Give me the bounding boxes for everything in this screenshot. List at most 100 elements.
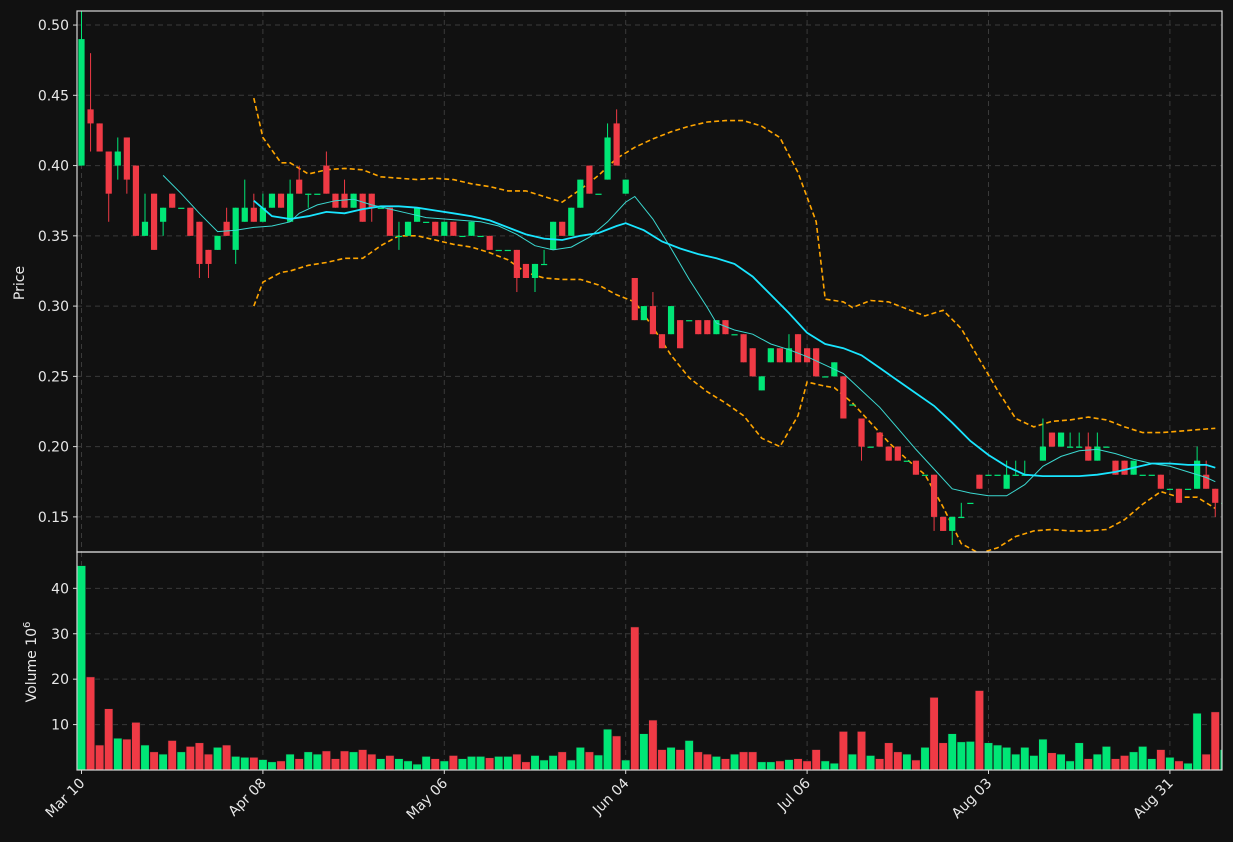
volume-bar — [1165, 756, 1175, 770]
price-tick-label: 0.25 — [38, 369, 69, 385]
volume-bar — [77, 565, 87, 770]
candle-body — [695, 320, 702, 335]
ma-long-line — [253, 200, 1216, 477]
price-tick-label: 0.35 — [38, 229, 69, 245]
volume-bar — [866, 755, 876, 770]
candle-body — [631, 277, 638, 321]
volume-bar — [457, 758, 467, 770]
volume-bar — [1110, 758, 1121, 770]
price-tick-label: 0.50 — [38, 18, 69, 34]
volume-axis-label-text: Volume 10 — [24, 628, 40, 702]
ma-short-line — [162, 175, 1216, 497]
candle-body — [1003, 474, 1010, 489]
candle-body — [949, 516, 956, 531]
volume-bar — [131, 722, 141, 770]
candle-body — [468, 221, 475, 236]
bollinger-lower-line — [253, 235, 1216, 552]
volume-bar — [838, 731, 848, 770]
volume-bar — [748, 751, 758, 770]
volume-bar — [113, 737, 123, 770]
volume-bar — [548, 755, 558, 770]
volume-bar — [213, 746, 223, 770]
candle-body — [1057, 432, 1065, 447]
candle-body — [586, 165, 593, 194]
candle-body — [1039, 446, 1047, 461]
volume-bar — [920, 746, 930, 770]
candle-body — [96, 123, 103, 152]
candle-body — [804, 348, 811, 363]
volume-bar — [603, 728, 613, 770]
candle-body — [486, 235, 493, 250]
volume-bar — [339, 750, 350, 770]
candle-body — [141, 221, 149, 236]
candle-body — [87, 109, 94, 124]
candle-body — [794, 334, 802, 363]
volume-bar — [566, 759, 576, 770]
volume-bar — [593, 754, 604, 770]
candle-body — [377, 207, 384, 209]
volume-bar — [1101, 746, 1111, 770]
volume-bar — [1120, 755, 1130, 770]
volume-bar — [276, 760, 286, 770]
candle-body — [504, 249, 511, 252]
volume-bar — [203, 753, 214, 770]
volume-bar — [730, 753, 740, 770]
volume-bar — [720, 758, 731, 770]
volume-bar — [149, 751, 159, 770]
volume-bar — [194, 742, 204, 770]
candle-body — [531, 263, 539, 278]
candle-body — [1157, 474, 1164, 489]
candle-body — [785, 348, 793, 363]
candle-body — [305, 193, 312, 195]
candle-body — [758, 376, 765, 391]
candle-body — [1139, 474, 1146, 476]
volume-bar — [965, 741, 975, 770]
volume-bar — [267, 761, 277, 770]
volume-bar — [158, 753, 168, 770]
candle-body — [686, 320, 693, 322]
volume-bar — [1074, 742, 1084, 770]
volume-bar — [911, 759, 921, 770]
volume-bar — [303, 751, 313, 770]
volume-bar — [675, 749, 685, 770]
candle-body — [1148, 474, 1155, 476]
volume-bar — [1210, 711, 1220, 770]
candle-body — [350, 193, 357, 208]
candle-body — [386, 207, 393, 236]
volume-bar — [321, 750, 331, 770]
volume-bar — [95, 744, 105, 770]
volume-bar — [938, 742, 948, 770]
volume-bar — [739, 751, 749, 770]
candle-body — [323, 165, 330, 194]
volume-bar — [176, 751, 186, 770]
price-axis-ticks: 0.15 0.20 0.25 0.30 0.35 0.40 0.45 0.50 — [38, 18, 77, 526]
volume-bar — [1192, 712, 1202, 770]
volume-bar — [167, 740, 177, 770]
candle-body — [568, 207, 575, 236]
volume-bar — [993, 744, 1003, 770]
candle-body — [450, 221, 457, 236]
volume-bar — [394, 758, 404, 770]
candle-body — [359, 193, 366, 222]
candle-body — [958, 516, 965, 519]
volume-bar — [240, 756, 250, 770]
volume-bar — [530, 755, 540, 770]
price-tick-label: 0.40 — [38, 159, 69, 175]
volume-bar — [1029, 755, 1039, 770]
volume-bar — [367, 753, 377, 770]
volume-bar — [621, 759, 631, 770]
candle-body — [1067, 446, 1074, 448]
candle-body — [1175, 488, 1183, 503]
volume-bar — [657, 749, 667, 770]
candle-body — [178, 207, 185, 209]
candle-body — [776, 348, 783, 363]
volume-axis-ticks: 10 20 30 40 — [51, 581, 77, 734]
volume-bar — [684, 740, 694, 770]
volume-bar — [104, 708, 114, 770]
candle-body — [649, 306, 657, 335]
volume-bar — [666, 746, 676, 770]
candle-body — [912, 460, 920, 475]
volume-bar — [421, 756, 431, 770]
volume-bar — [258, 759, 268, 770]
candle-body — [1112, 460, 1119, 475]
